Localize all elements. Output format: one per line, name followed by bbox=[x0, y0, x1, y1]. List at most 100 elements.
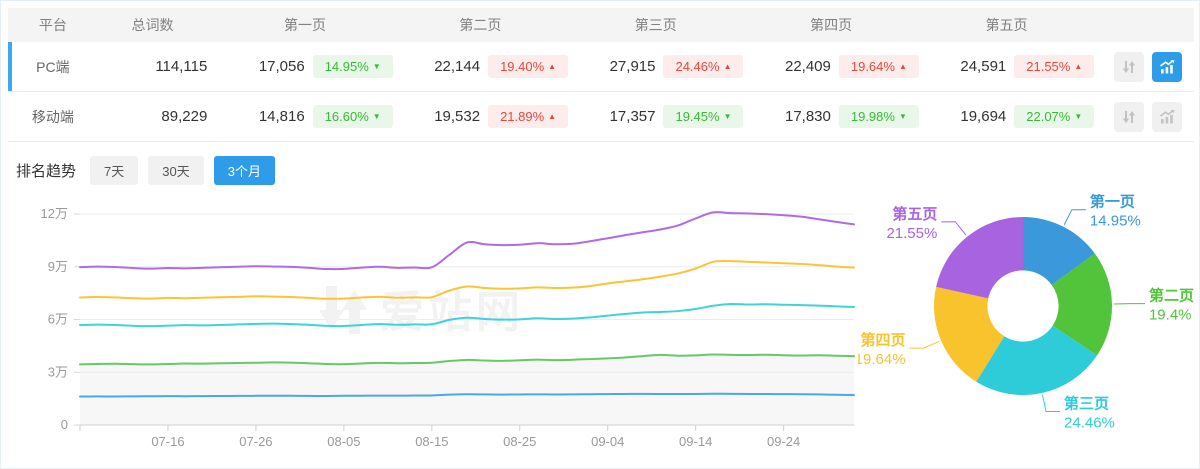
donut-slice[interactable] bbox=[934, 286, 1005, 382]
charts-area: 0 3万 6万 9万 12万 07-16 07-26 08-05 08-15 08-25 09-04… bbox=[8, 194, 1194, 466]
page5-change-badge: 22.07% ▼ bbox=[1014, 105, 1095, 128]
trend-arrow-icon: ▼ bbox=[372, 61, 381, 71]
change-percent: 22.07% bbox=[1026, 109, 1071, 124]
column-header-page5: 第五页 bbox=[985, 17, 1028, 33]
page1-count: 17,056 bbox=[258, 58, 305, 75]
donut-slice[interactable] bbox=[1051, 253, 1112, 356]
change-percent: 16.60% bbox=[324, 109, 369, 124]
change-percent: 21.89% bbox=[500, 109, 545, 124]
change-percent: 19.45% bbox=[675, 109, 720, 124]
trend-arrow-icon: ▼ bbox=[723, 111, 732, 121]
page3-count: 27,915 bbox=[609, 58, 656, 75]
change-percent: 24.46% bbox=[675, 59, 720, 74]
svg-text:08-05: 08-05 bbox=[327, 434, 360, 449]
page4-change-badge: 19.98% ▼ bbox=[838, 105, 919, 128]
trend-section-title: 排名趋势 bbox=[16, 163, 77, 180]
trend-arrow-icon: ▼ bbox=[372, 111, 381, 121]
page2-count: 22,144 bbox=[434, 58, 481, 75]
change-percent: 21.55% bbox=[1026, 59, 1071, 74]
svg-text:09-24: 09-24 bbox=[767, 434, 800, 449]
chart-toggle-button[interactable] bbox=[1151, 51, 1182, 82]
svg-text:08-25: 08-25 bbox=[503, 434, 536, 449]
page5-change-badge: 21.55% ▲ bbox=[1014, 55, 1095, 78]
trend-line-series bbox=[79, 353, 855, 366]
column-header-platform: 平台 bbox=[38, 17, 67, 33]
svg-text:07-26: 07-26 bbox=[239, 434, 272, 449]
svg-text:12万: 12万 bbox=[41, 206, 68, 221]
page4-count: 22,409 bbox=[784, 58, 831, 75]
chart-icon bbox=[1159, 59, 1175, 73]
table-header: 平台 总词数 第一页 第二页 第三页 第四页 第五页 bbox=[8, 8, 1194, 42]
page5-count: 19,694 bbox=[960, 108, 1007, 125]
trend-arrow-icon: ▼ bbox=[898, 111, 907, 121]
page3-change-badge: 24.46% ▲ bbox=[663, 55, 744, 78]
column-header-page3: 第三页 bbox=[634, 17, 677, 33]
svg-text:07-16: 07-16 bbox=[151, 434, 184, 449]
column-header-page2: 第二页 bbox=[459, 17, 502, 33]
trend-arrow-icon: ▲ bbox=[723, 61, 732, 71]
trend-arrow-icon: ▲ bbox=[898, 61, 907, 71]
trend-arrow-icon: ▼ bbox=[1074, 111, 1083, 121]
platform-label: 移动端 bbox=[31, 108, 74, 125]
donut-slice[interactable] bbox=[936, 217, 1023, 299]
sort-arrows-icon bbox=[1122, 60, 1136, 73]
table-row-pc[interactable]: PC端 114,115 17,056 14.95% ▼ 22,144 19.40%… bbox=[8, 42, 1194, 92]
total-words-value: 89,229 bbox=[161, 108, 208, 125]
trend-arrow-icon: ▲ bbox=[548, 111, 557, 121]
page1-count: 14,816 bbox=[258, 108, 305, 125]
donut-label-name: 第三页 bbox=[1064, 395, 1109, 413]
svg-text:08-15: 08-15 bbox=[415, 434, 448, 449]
sort-button[interactable] bbox=[1113, 101, 1144, 132]
sort-arrows-icon bbox=[1122, 110, 1136, 123]
donut-label-name: 第一页 bbox=[1090, 194, 1135, 211]
svg-text:3万: 3万 bbox=[48, 364, 68, 379]
trend-line-series bbox=[79, 392, 855, 398]
column-header-page1: 第一页 bbox=[284, 17, 326, 33]
trend-line-series bbox=[79, 260, 855, 300]
page2-count: 19,532 bbox=[434, 108, 481, 125]
donut-label-name: 第二页 bbox=[1149, 287, 1194, 305]
change-percent: 19.98% bbox=[850, 109, 895, 124]
page4-change-badge: 19.64% ▲ bbox=[838, 55, 919, 78]
trend-line-series bbox=[79, 302, 855, 328]
page1-change-badge: 14.95% ▼ bbox=[312, 55, 393, 78]
table-row-mobile[interactable]: 移动端 89,229 14,816 16.60% ▼ 19,532 21.89% ▲… bbox=[8, 92, 1194, 142]
svg-text:爱站网: 爱站网 bbox=[380, 288, 524, 337]
keyword-table: 平台 总词数 第一页 第二页 第三页 第四页 第五页 PC端 114,115 1… bbox=[8, 8, 1194, 142]
page3-change-badge: 19.45% ▼ bbox=[663, 105, 744, 128]
trend-arrow-icon: ▲ bbox=[1074, 61, 1083, 71]
svg-text:09-04: 09-04 bbox=[591, 434, 624, 449]
page5-count: 24,591 bbox=[960, 58, 1007, 75]
watermark-logo: 爱站网 bbox=[319, 286, 524, 337]
svg-text:9万: 9万 bbox=[48, 259, 68, 274]
page4-count: 17,830 bbox=[784, 108, 831, 125]
page3-count: 17,357 bbox=[609, 108, 656, 125]
platform-label: PC端 bbox=[36, 58, 70, 75]
chart-icon bbox=[1159, 109, 1175, 123]
page1-change-badge: 16.60% ▼ bbox=[312, 105, 393, 128]
tab-30-days[interactable]: 30天 bbox=[148, 156, 204, 185]
page-share-donut-chart[interactable]: 第一页 14.95% 第二页 19.4% 第三页 24.46% 第四页 19.64% 第五页 21… bbox=[858, 194, 1194, 466]
rank-trend-line-chart[interactable]: 0 3万 6万 9万 12万 07-16 07-26 08-05 08-15 08-25 09-04… bbox=[8, 194, 858, 466]
donut-slice[interactable] bbox=[976, 325, 1098, 395]
donut-label-name: 第四页 bbox=[861, 331, 906, 349]
donut-label-name: 第五页 bbox=[892, 205, 937, 223]
column-header-total: 总词数 bbox=[131, 17, 174, 33]
total-words-value: 114,115 bbox=[155, 58, 208, 75]
donut-slice[interactable] bbox=[1023, 217, 1095, 285]
chart-toggle-button[interactable] bbox=[1151, 101, 1182, 132]
svg-text:09-14: 09-14 bbox=[679, 434, 712, 449]
trend-line-series bbox=[79, 211, 855, 271]
svg-text:6万: 6万 bbox=[48, 312, 68, 327]
tab-3-months[interactable]: 3个月 bbox=[213, 156, 275, 185]
change-percent: 19.64% bbox=[850, 59, 895, 74]
selected-row-indicator bbox=[8, 92, 12, 141]
svg-text:0: 0 bbox=[61, 417, 68, 432]
sort-button[interactable] bbox=[1113, 51, 1144, 82]
trend-toolbar: 排名趋势 7天 30天 3个月 bbox=[8, 142, 1192, 194]
page2-change-badge: 21.89% ▲ bbox=[488, 105, 569, 128]
donut-label-percent: 19.64% bbox=[858, 351, 906, 368]
change-percent: 19.40% bbox=[500, 59, 545, 74]
tab-7-days[interactable]: 7天 bbox=[90, 156, 139, 185]
